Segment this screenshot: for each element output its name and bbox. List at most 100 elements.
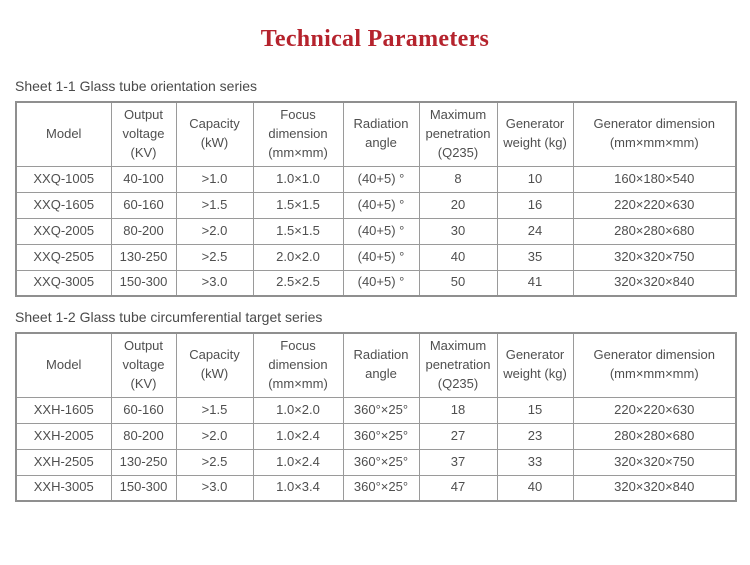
header-cell-max-penetration: Maximum penetration (Q235) xyxy=(418,332,498,398)
cell-focus-dimension: 1.0×3.4 xyxy=(252,474,344,502)
cell-generator-weight: 41 xyxy=(496,269,574,297)
cell-generator-weight: 23 xyxy=(496,422,574,450)
header-cell-output-voltage: Output voltage (KV) xyxy=(110,332,177,398)
cell-radiation-angle: (40+5) ° xyxy=(342,191,420,219)
table-row: XXH-3005 150-300 >3.0 1.0×3.4 360°×25° 4… xyxy=(15,474,737,502)
cell-generator-dimension: 160×180×540 xyxy=(572,165,737,193)
cell-output-voltage: 130-250 xyxy=(110,243,177,271)
cell-max-penetration: 18 xyxy=(418,396,498,424)
cell-focus-dimension: 1.0×2.4 xyxy=(252,448,344,476)
cell-output-voltage: 130-250 xyxy=(110,448,177,476)
cell-generator-weight: 10 xyxy=(496,165,574,193)
header-cell-model: Model xyxy=(15,332,112,398)
cell-model: XXQ-3005 xyxy=(15,269,112,297)
cell-output-voltage: 60-160 xyxy=(110,396,177,424)
table-row: XXQ-2505 130-250 >2.5 2.0×2.0 (40+5) ° 4… xyxy=(15,243,737,271)
cell-generator-dimension: 280×280×680 xyxy=(572,422,737,450)
cell-generator-weight: 16 xyxy=(496,191,574,219)
table-row: XXQ-2005 80-200 >2.0 1.5×1.5 (40+5) ° 30… xyxy=(15,217,737,245)
cell-model: XXH-2505 xyxy=(15,448,112,476)
table-row: XXQ-1605 60-160 >1.5 1.5×1.5 (40+5) ° 20… xyxy=(15,191,737,219)
cell-output-voltage: 150-300 xyxy=(110,474,177,502)
table-row: XXQ-1005 40-100 >1.0 1.0×1.0 (40+5) ° 8 … xyxy=(15,165,737,193)
cell-capacity: >2.0 xyxy=(175,422,254,450)
cell-model: XXQ-1005 xyxy=(15,165,112,193)
header-cell-radiation-angle: Radiation angle xyxy=(342,332,420,398)
header-cell-capacity: Capacity (kW) xyxy=(175,332,254,398)
cell-max-penetration: 47 xyxy=(418,474,498,502)
cell-capacity: >2.5 xyxy=(175,448,254,476)
cell-capacity: >2.0 xyxy=(175,217,254,245)
cell-model: XXH-2005 xyxy=(15,422,112,450)
cell-generator-dimension: 320×320×750 xyxy=(572,448,737,476)
cell-radiation-angle: (40+5) ° xyxy=(342,217,420,245)
header-cell-focus-dimension: Focus dimension (mm×mm) xyxy=(252,101,344,167)
cell-output-voltage: 150-300 xyxy=(110,269,177,297)
cell-generator-dimension: 320×320×840 xyxy=(572,269,737,297)
cell-model: XXQ-1605 xyxy=(15,191,112,219)
table-row: XXH-2005 80-200 >2.0 1.0×2.4 360°×25° 27… xyxy=(15,422,737,450)
cell-generator-weight: 24 xyxy=(496,217,574,245)
cell-capacity: >1.5 xyxy=(175,396,254,424)
cell-generator-dimension: 280×280×680 xyxy=(572,217,737,245)
cell-generator-weight: 35 xyxy=(496,243,574,271)
page-title: Technical Parameters xyxy=(260,26,490,52)
table-row: XXH-2505 130-250 >2.5 1.0×2.4 360°×25° 3… xyxy=(15,448,737,476)
cell-model: XXH-1605 xyxy=(15,396,112,424)
cell-capacity: >2.5 xyxy=(175,243,254,271)
table2-glass-tube-circumferential: Model Output voltage (KV) Capacity (kW) … xyxy=(15,332,737,502)
cell-output-voltage: 80-200 xyxy=(110,422,177,450)
cell-model: XXQ-2005 xyxy=(15,217,112,245)
header-cell-radiation-angle: Radiation angle xyxy=(342,101,420,167)
cell-output-voltage: 80-200 xyxy=(110,217,177,245)
cell-output-voltage: 40-100 xyxy=(110,165,177,193)
cell-capacity: >1.0 xyxy=(175,165,254,193)
cell-focus-dimension: 2.0×2.0 xyxy=(252,243,344,271)
table2-caption: Sheet 1-2 Glass tube circumferential tar… xyxy=(15,309,323,325)
header-cell-generator-dimension: Generator dimension (mm×mm×mm) xyxy=(572,332,737,398)
cell-radiation-angle: 360°×25° xyxy=(342,474,420,502)
header-cell-generator-weight: Generator weight (kg) xyxy=(496,101,574,167)
cell-radiation-angle: 360°×25° xyxy=(342,396,420,424)
cell-radiation-angle: 360°×25° xyxy=(342,422,420,450)
table1-caption: Sheet 1-1 Glass tube orientation series xyxy=(15,78,258,94)
cell-max-penetration: 40 xyxy=(418,243,498,271)
cell-focus-dimension: 1.0×2.0 xyxy=(252,396,344,424)
table1-header-row: Model Output voltage (KV) Capacity (kW) … xyxy=(15,101,737,167)
page: Technical Parameters Sheet 1-1 Glass tub… xyxy=(0,26,750,502)
cell-focus-dimension: 1.5×1.5 xyxy=(252,191,344,219)
header-cell-generator-dimension: Generator dimension (mm×mm×mm) xyxy=(572,101,737,167)
header-cell-max-penetration: Maximum penetration (Q235) xyxy=(418,101,498,167)
cell-capacity: >3.0 xyxy=(175,474,254,502)
cell-max-penetration: 27 xyxy=(418,422,498,450)
cell-generator-dimension: 220×220×630 xyxy=(572,396,737,424)
cell-radiation-angle: (40+5) ° xyxy=(342,165,420,193)
cell-max-penetration: 37 xyxy=(418,448,498,476)
cell-focus-dimension: 1.0×2.4 xyxy=(252,422,344,450)
table-row: XXQ-3005 150-300 >3.0 2.5×2.5 (40+5) ° 5… xyxy=(15,269,737,297)
cell-focus-dimension: 2.5×2.5 xyxy=(252,269,344,297)
cell-max-penetration: 30 xyxy=(418,217,498,245)
header-cell-output-voltage: Output voltage (KV) xyxy=(110,101,177,167)
cell-capacity: >3.0 xyxy=(175,269,254,297)
cell-model: XXH-3005 xyxy=(15,474,112,502)
cell-generator-dimension: 320×320×750 xyxy=(572,243,737,271)
cell-max-penetration: 8 xyxy=(418,165,498,193)
cell-generator-weight: 33 xyxy=(496,448,574,476)
cell-generator-weight: 40 xyxy=(496,474,574,502)
table1-glass-tube-orientation: Model Output voltage (KV) Capacity (kW) … xyxy=(15,101,737,297)
cell-radiation-angle: 360°×25° xyxy=(342,448,420,476)
cell-max-penetration: 20 xyxy=(418,191,498,219)
table-row: XXH-1605 60-160 >1.5 1.0×2.0 360°×25° 18… xyxy=(15,396,737,424)
cell-radiation-angle: (40+5) ° xyxy=(342,269,420,297)
cell-radiation-angle: (40+5) ° xyxy=(342,243,420,271)
cell-generator-dimension: 220×220×630 xyxy=(572,191,737,219)
header-cell-capacity: Capacity (kW) xyxy=(175,101,254,167)
cell-model: XXQ-2505 xyxy=(15,243,112,271)
cell-focus-dimension: 1.0×1.0 xyxy=(252,165,344,193)
header-cell-focus-dimension: Focus dimension (mm×mm) xyxy=(252,332,344,398)
cell-max-penetration: 50 xyxy=(418,269,498,297)
cell-focus-dimension: 1.5×1.5 xyxy=(252,217,344,245)
table2-header-row: Model Output voltage (KV) Capacity (kW) … xyxy=(15,332,737,398)
cell-generator-dimension: 320×320×840 xyxy=(572,474,737,502)
